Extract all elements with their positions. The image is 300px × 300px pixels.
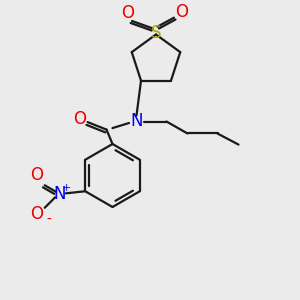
Text: O: O (30, 166, 43, 184)
Text: O: O (121, 4, 134, 22)
Text: O: O (175, 3, 188, 21)
Text: +: + (61, 183, 71, 193)
Text: O: O (74, 110, 87, 128)
Text: O: O (30, 205, 43, 223)
Text: N: N (53, 185, 66, 203)
Text: S: S (151, 24, 161, 42)
Text: -: - (47, 213, 52, 227)
Text: N: N (130, 112, 143, 130)
